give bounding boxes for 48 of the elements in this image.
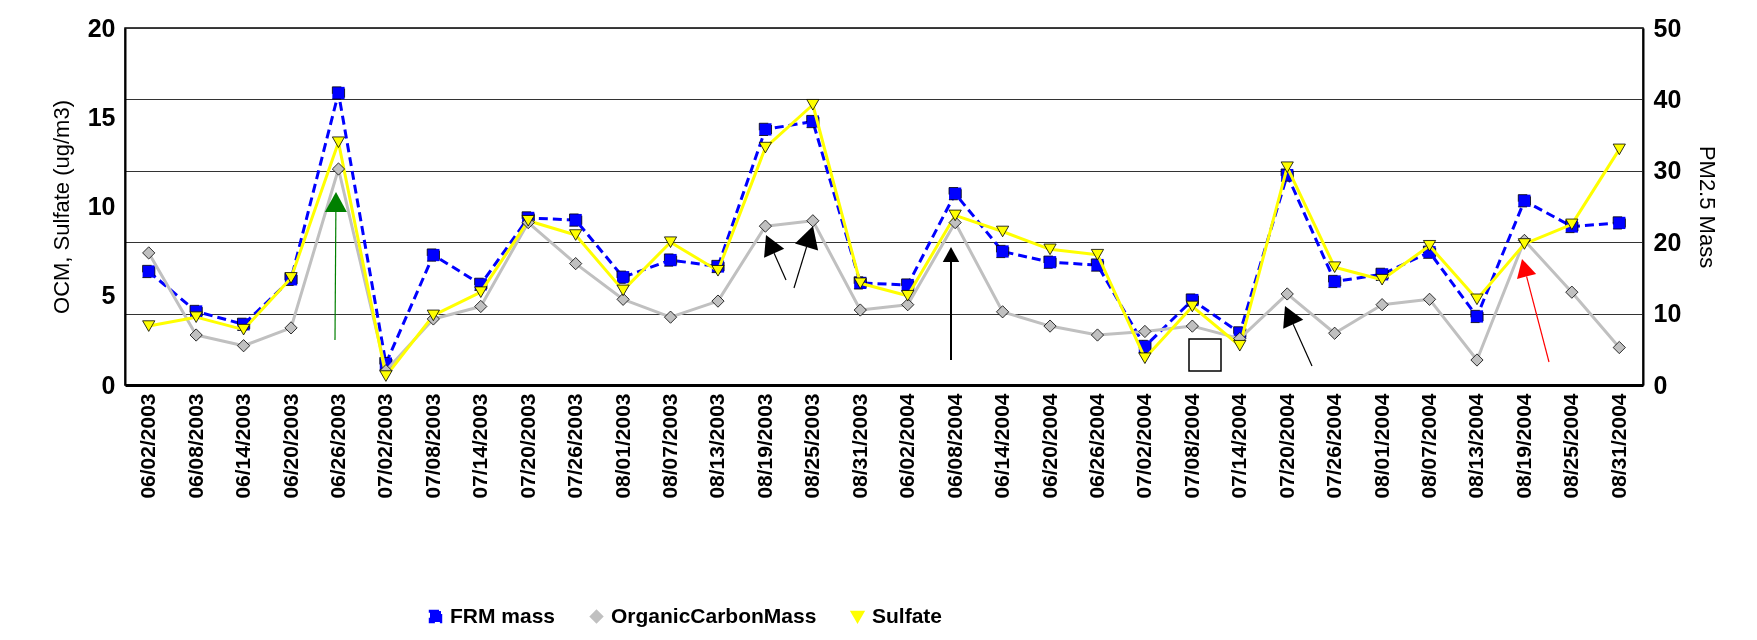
x-tick-label: 06/08/2003: [183, 393, 207, 499]
x-tick-label: 08/25/2004: [1559, 393, 1583, 499]
x-tick-label: 07/08/2003: [420, 393, 444, 499]
y2-tick-label: 40: [1653, 84, 1682, 113]
legend-label: Sulfate: [872, 603, 943, 627]
y-tick-label: 10: [87, 192, 116, 220]
x-tick-label: 07/26/2004: [1322, 393, 1346, 499]
x-tick-label: 06/02/2004: [895, 393, 919, 499]
x-tick-label: 08/07/2004: [1417, 393, 1441, 499]
x-tick-label: 06/20/2003: [278, 393, 302, 499]
legend-label: OrganicCarbonMass: [611, 603, 817, 627]
x-tick-label: 08/19/2003: [752, 393, 776, 499]
legend-label: FRM mass: [450, 603, 556, 627]
x-tick-label: 07/20/2004: [1274, 393, 1298, 499]
y2-tick-label: 10: [1653, 299, 1682, 328]
x-tick-label: 08/01/2003: [610, 393, 634, 499]
x-tick-label: 08/31/2004: [1606, 393, 1630, 499]
x-tick-label: 08/07/2003: [658, 393, 682, 499]
x-tick-label: 08/13/2003: [705, 393, 729, 499]
y2-tick-label: 0: [1653, 370, 1668, 399]
x-tick-label: 07/08/2004: [1179, 393, 1203, 499]
x-tick-label: 08/01/2004: [1369, 393, 1393, 499]
y2-tick-label: 20: [1653, 227, 1682, 256]
y-tick-label: 0: [101, 370, 116, 399]
x-tick-label: 06/26/2003: [325, 393, 349, 499]
x-tick-label: 08/13/2004: [1464, 393, 1488, 499]
x-tick-label: 06/20/2004: [1037, 393, 1061, 499]
x-tick-label: 08/25/2003: [800, 393, 824, 499]
y-tick-label: 15: [87, 102, 116, 131]
y-tick-label: 5: [101, 281, 116, 310]
x-tick-label: 06/08/2004: [942, 393, 966, 499]
x-tick-label: 06/02/2003: [136, 393, 160, 499]
x-tick-label: 07/02/2004: [1132, 393, 1156, 499]
y-axis-title: OCM, Sulfate (ug/m3): [48, 100, 74, 314]
x-tick-label: 07/20/2003: [515, 393, 539, 499]
y2-axis-title: PM2.5 Mass: [1695, 145, 1721, 269]
x-tick-label: 07/02/2003: [373, 393, 397, 499]
x-tick-label: 08/31/2003: [847, 393, 871, 499]
x-tick-label: 06/26/2004: [1084, 393, 1108, 499]
x-tick-label: 06/14/2004: [990, 393, 1014, 499]
x-tick-label: 08/19/2004: [1511, 393, 1535, 499]
x-tick-label: 07/14/2003: [468, 393, 492, 499]
y-tick-label: 20: [87, 13, 116, 42]
y2-tick-label: 50: [1653, 13, 1682, 42]
x-tick-label: 07/26/2003: [563, 393, 587, 499]
x-tick-label: 06/14/2003: [231, 393, 255, 499]
x-tick-label: 07/14/2004: [1227, 393, 1251, 499]
y2-tick-label: 30: [1653, 156, 1682, 185]
